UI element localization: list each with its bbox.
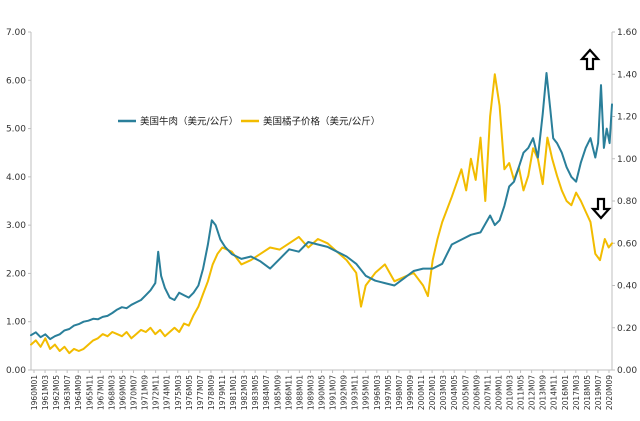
x-axis-tick-label: 2000M11 bbox=[417, 375, 426, 410]
left-axis-tick-label: 5.00 bbox=[6, 125, 26, 135]
x-axis-tick-label: 1978M09 bbox=[207, 375, 216, 410]
right-axis-tick-label: 0.20 bbox=[617, 324, 637, 334]
x-axis-tick-label: 2006M09 bbox=[472, 375, 481, 410]
x-axis-tick-label: 1961M03 bbox=[41, 375, 50, 410]
left-axis-tick-label: 2.00 bbox=[6, 269, 26, 279]
x-axis-tick-label: 1999M09 bbox=[406, 375, 415, 410]
left-axis-tick-label: 1.00 bbox=[6, 318, 26, 328]
x-axis-tick-label: 2012M07 bbox=[528, 375, 537, 410]
right-axis-tick-label: 1.40 bbox=[617, 70, 637, 80]
right-axis-tick-label: 1.20 bbox=[617, 113, 637, 123]
x-axis-tick-label: 1981M01 bbox=[229, 375, 238, 410]
x-axis-tick-label: 1970M07 bbox=[130, 375, 139, 410]
x-axis-tick-label: 1988M01 bbox=[295, 375, 304, 410]
x-axis-tick-label: 2007M11 bbox=[483, 375, 492, 410]
x-axis-tick-label: 1976M05 bbox=[185, 375, 194, 410]
x-axis-tick-label: 1969M05 bbox=[118, 375, 127, 410]
right-axis-tick-label: 0.40 bbox=[617, 282, 637, 292]
right-axis-tick-label: 1.00 bbox=[617, 155, 637, 165]
x-axis-tick-label: 1967M01 bbox=[96, 375, 105, 410]
x-axis-tick-label: 2019M07 bbox=[594, 375, 603, 410]
arrow-up-icon bbox=[579, 48, 601, 71]
left-axis-tick-label: 3.00 bbox=[6, 221, 26, 231]
x-axis-tick-label: 1991M07 bbox=[329, 375, 338, 410]
x-axis-tick-label: 1989M03 bbox=[306, 375, 315, 410]
x-axis-tick-label: 1975M03 bbox=[174, 375, 183, 410]
right-axis-tick-label: 0.80 bbox=[617, 197, 637, 207]
left-axis-tick-label: 4.00 bbox=[6, 173, 26, 183]
x-axis-tick-label: 1968M03 bbox=[107, 375, 116, 410]
x-axis-tick-label: 1960M01 bbox=[30, 375, 39, 410]
legend-label-beef: 美国牛肉（美元/公斤） bbox=[140, 116, 238, 128]
legend-label-orange: 美国橘子价格（美元/公斤） bbox=[263, 116, 380, 128]
series-line-beef bbox=[30, 72, 613, 341]
x-axis-tick-label: 2014M11 bbox=[550, 375, 559, 410]
x-axis-tick-label: 2005M07 bbox=[461, 375, 470, 410]
x-axis-tick-label: 1982M03 bbox=[240, 375, 249, 410]
x-axis-tick-label: 2002M01 bbox=[428, 375, 437, 410]
x-axis-tick-label: 1997M05 bbox=[384, 375, 393, 410]
x-axis-tick-label: 1971M09 bbox=[141, 375, 150, 410]
x-axis-tick-label: 1965M11 bbox=[85, 375, 94, 410]
x-axis-tick-label: 2010M03 bbox=[505, 375, 514, 410]
arrow-down-icon bbox=[590, 197, 612, 220]
x-axis-tick-label: 1962M05 bbox=[52, 375, 61, 410]
annotation-layer bbox=[579, 48, 612, 220]
x-axis-tick-label: 1995M01 bbox=[362, 375, 371, 410]
left-axis-tick-label: 0.00 bbox=[6, 366, 26, 376]
right-axis-tick-label: 0.60 bbox=[617, 239, 637, 249]
x-axis-tick-label: 1996M03 bbox=[373, 375, 382, 410]
x-axis-tick-label: 2003M03 bbox=[439, 375, 448, 410]
x-axis-tick-label: 2004M05 bbox=[450, 375, 459, 410]
x-axis-tick-label: 2017M03 bbox=[572, 375, 581, 410]
x-axis-tick-label: 1964M09 bbox=[74, 375, 83, 410]
right-axis-tick-label: 0.00 bbox=[617, 366, 637, 376]
x-axis-tick-label: 1972M11 bbox=[152, 375, 161, 410]
x-axis-tick-label: 2009M01 bbox=[494, 375, 503, 410]
x-axis-tick-label: 1998M07 bbox=[395, 375, 404, 410]
x-axis-tick-label: 1986M11 bbox=[284, 375, 293, 410]
x-axis-tick-label: 1993M11 bbox=[351, 375, 360, 410]
x-axis-tick-label: 2011M05 bbox=[517, 375, 526, 410]
left-axis-tick-label: 7.00 bbox=[6, 28, 26, 38]
series-layer bbox=[30, 72, 613, 355]
x-axis-tick-label: 1992M09 bbox=[340, 375, 349, 410]
right-axis-tick-label: 1.60 bbox=[617, 28, 637, 38]
x-axis-tick-label: 1985M09 bbox=[273, 375, 282, 410]
legend: 美国牛肉（美元/公斤） 美国橘子价格（美元/公斤） bbox=[118, 116, 380, 128]
x-axis-tick-label: 2020M09 bbox=[605, 375, 614, 410]
x-axis-tick-label: 1979M11 bbox=[218, 375, 227, 410]
x-axis-tick-label: 2013M09 bbox=[539, 375, 548, 410]
x-axis-tick-label: 1984M07 bbox=[262, 375, 271, 410]
left-axis-tick-label: 6.00 bbox=[6, 76, 26, 86]
series-line-orange bbox=[30, 73, 613, 355]
axes-layer: 0.00 1.00 2.00 3.00 4.00 5.00 6.00 7.00 0.00 0.20… bbox=[6, 28, 637, 410]
x-axis-tick-label: 1963M07 bbox=[63, 375, 72, 410]
x-axis-tick-label: 1990M05 bbox=[318, 375, 327, 410]
x-axis-tick-label: 1977M07 bbox=[196, 375, 205, 410]
x-axis-tick-label: 2018M05 bbox=[583, 375, 592, 410]
x-axis-tick-label: 2016M01 bbox=[561, 375, 570, 410]
x-axis-tick-label: 1983M05 bbox=[251, 375, 260, 410]
x-axis-tick-label: 1974M01 bbox=[163, 375, 172, 410]
